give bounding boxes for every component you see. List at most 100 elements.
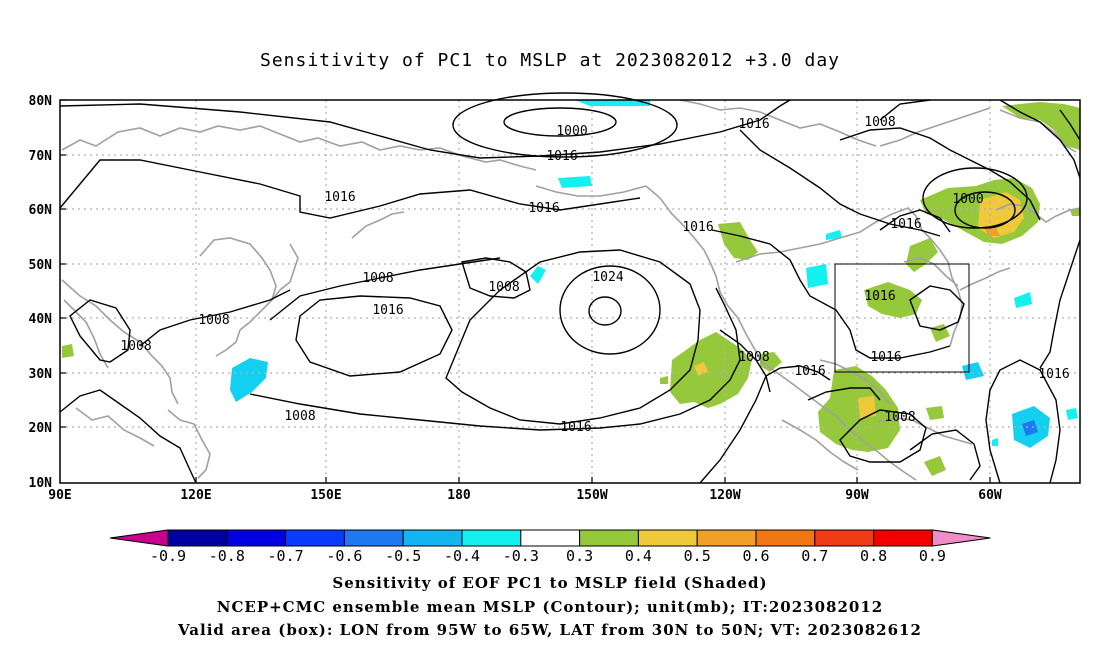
colorbar-tick-label: 0.4	[625, 547, 652, 565]
positive-region	[818, 366, 900, 452]
contour-1016-northwest	[59, 159, 641, 219]
colorbar-tick-label: 0.3	[566, 547, 593, 565]
negative-region	[1066, 408, 1078, 420]
coastline	[959, 267, 1011, 291]
contour-1008-asia-3	[59, 389, 197, 484]
contour-low-1000-east	[922, 167, 1028, 229]
contour-label: 1016	[528, 201, 559, 216]
contour-label: 1008	[362, 271, 393, 286]
contour-label: 1016	[794, 364, 825, 379]
contour-1016-far-east	[1059, 109, 1081, 141]
coastline	[535, 185, 647, 197]
contour-high-1024	[559, 265, 661, 355]
contour-label: 1016	[560, 420, 591, 435]
positive-region	[660, 376, 668, 384]
lat-label: 50N	[29, 258, 53, 273]
contour-1008-aleutian	[461, 257, 531, 299]
contour-label: 1008	[864, 115, 895, 130]
contour-1008-baja	[719, 329, 771, 393]
negative-region	[230, 358, 268, 402]
colorbar-tick-label: -0.9	[150, 547, 186, 565]
lon-label: 180	[447, 488, 471, 503]
colorbar-swatch	[285, 529, 345, 547]
colorbar-tick-label: 0.9	[919, 547, 946, 565]
contour-1016-west-pacific	[295, 295, 453, 377]
positive-region	[670, 332, 752, 408]
lat-label: 80N	[29, 94, 53, 109]
coastline	[781, 419, 859, 471]
contour-low-1008	[452, 92, 678, 158]
colorbar-tick-label: -0.8	[209, 547, 245, 565]
map-title: Sensitivity of PC1 to MSLP at 2023082012…	[259, 50, 840, 71]
lon-axis-labels: 90E 120E 150E 180 150W 120W 90W 60W	[48, 488, 1002, 503]
colorbar-swatch	[167, 529, 228, 547]
caption-shading: Sensitivity of EOF PC1 to MSLP field (Sh…	[332, 574, 768, 592]
contour-1008-east-coast	[909, 285, 965, 331]
lat-label: 20N	[29, 421, 53, 436]
negative-region	[962, 362, 984, 380]
contour-1008-asia-2	[69, 299, 131, 363]
positive-region	[858, 396, 876, 418]
contour-1016-eastpac	[711, 229, 951, 359]
positive-region	[864, 282, 922, 318]
contour-1016-atlantic-2	[1039, 239, 1081, 369]
coastline	[929, 237, 963, 347]
colorbar-tick-label: 0.6	[742, 547, 769, 565]
lat-label: 60N	[29, 203, 53, 218]
colorbar-tick-label: 0.5	[684, 547, 711, 565]
caption-valid-area: Valid area (box): LON from 95W to 65W, L…	[178, 621, 922, 639]
negative-region	[575, 100, 650, 106]
contour-label: 1024	[592, 270, 623, 285]
negative-region	[826, 230, 842, 240]
contour-label: 1008	[120, 339, 151, 354]
negative-region	[558, 176, 592, 188]
colorbar-swatch	[814, 529, 875, 547]
colorbar-tick-label: -0.6	[326, 547, 362, 565]
colorbar-under-triangle	[109, 529, 169, 547]
contour-label: 1016	[864, 289, 895, 304]
colorbar-tick-label: -0.5	[385, 547, 421, 565]
coastline	[645, 185, 721, 293]
contour-low-east-inner	[954, 191, 1016, 229]
contour-label: 1016	[890, 217, 921, 232]
coastline	[271, 243, 299, 301]
contour-label: 1008	[884, 410, 915, 425]
colorbar-swatch	[402, 529, 463, 547]
colorbar	[109, 529, 991, 547]
positive-region	[926, 406, 944, 420]
negative-region	[1022, 420, 1038, 436]
lat-label: 10N	[29, 476, 53, 491]
contour-label: 1016	[682, 220, 713, 235]
lon-label: 150W	[576, 488, 607, 503]
contour-1016-canada	[739, 129, 941, 237]
colorbar-tick-label: 0.8	[860, 547, 887, 565]
contour-label: 1016	[324, 190, 355, 205]
colorbar-tick-label: 0.7	[801, 547, 828, 565]
caption-contours: NCEP+CMC ensemble mean MSLP (Contour); u…	[216, 598, 884, 616]
coastline	[819, 359, 891, 405]
contour-label: 1008	[488, 280, 519, 295]
contour-label: 1016	[870, 350, 901, 365]
plot-frame	[59, 99, 1081, 484]
contour-1016-atlantic	[985, 359, 1061, 484]
coastline	[679, 99, 877, 147]
colorbar-swatch	[226, 529, 287, 547]
coastline	[995, 203, 1081, 223]
coastline	[719, 291, 917, 481]
contour-label: 1016	[1038, 367, 1069, 382]
contour-labels: 1000 1016 1016 1016 1016 1008 1008 1024 …	[120, 115, 1069, 435]
coastline	[199, 237, 277, 357]
coastline	[999, 109, 1077, 153]
contour-high-inner	[588, 296, 622, 326]
negative-region	[530, 266, 546, 284]
contour-label: 1000	[556, 124, 587, 139]
lon-label: 90W	[845, 488, 869, 503]
colorbar-swatch	[755, 529, 816, 547]
contour-label: 1016	[738, 117, 769, 132]
colorbar-swatch	[873, 529, 933, 547]
contour-label: 1016	[372, 303, 403, 318]
mslp-contours	[59, 92, 1081, 484]
negative-region	[1014, 292, 1032, 308]
colorbar-labels: -0.9 -0.8 -0.7 -0.6 -0.5 -0.4 -0.3 0.3 0.4 0.5 0.6…	[150, 547, 946, 565]
